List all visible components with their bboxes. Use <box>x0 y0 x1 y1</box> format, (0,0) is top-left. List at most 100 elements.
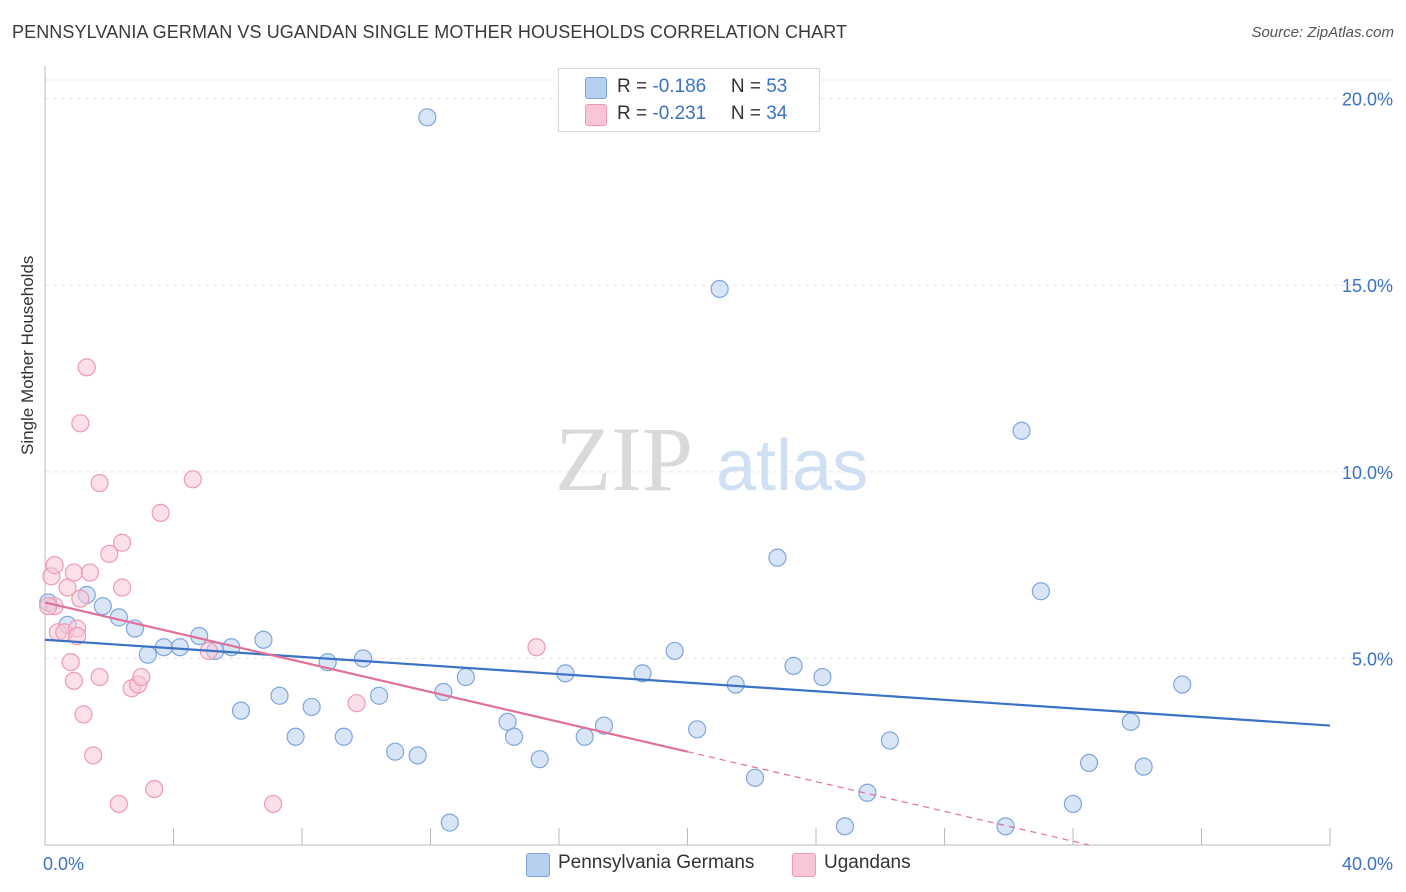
point-pennsylvania-german <box>334 727 353 746</box>
y-tick-label: 5.0% <box>1352 649 1393 669</box>
point-pennsylvania-german <box>1121 712 1140 731</box>
point-ugandan <box>90 473 109 493</box>
legend-n-value: 34 <box>766 103 788 124</box>
point-ugandan <box>84 746 103 765</box>
legend-swatch-blue <box>585 77 607 99</box>
x-tick-label: 40.0% <box>1342 854 1393 874</box>
watermark-zip: ZIP <box>555 408 693 510</box>
point-pennsylvania-german <box>996 817 1015 836</box>
point-pennsylvania-german <box>504 727 524 746</box>
point-ugandan <box>64 671 84 690</box>
point-pennsylvania-german <box>1031 582 1050 601</box>
bottom-legend-pennsylvania-germans: Pennsylvania Germans <box>558 852 755 873</box>
point-ugandan <box>145 779 164 799</box>
point-pennsylvania-german <box>768 548 787 567</box>
point-pennsylvania-german <box>418 108 437 127</box>
point-ugandan <box>112 578 132 597</box>
y-tick-label: 15.0% <box>1342 276 1393 296</box>
point-pennsylvania-german <box>1079 753 1099 773</box>
point-pennsylvania-german <box>270 686 289 705</box>
legend-row-blue: R = -0.186 N = 53 <box>617 76 787 98</box>
point-ugandan <box>39 597 58 616</box>
point-ugandan <box>71 589 90 608</box>
point-ugandan <box>64 563 84 582</box>
point-pennsylvania-german <box>286 727 305 746</box>
point-pennsylvania-german <box>440 813 459 832</box>
point-pennsylvania-german <box>1012 421 1031 440</box>
watermark-atlas: atlas <box>716 426 868 506</box>
legend-row-pink: R = -0.231 N = 34 <box>617 103 787 125</box>
trend-line-ugandans <box>44 601 688 753</box>
data-points <box>39 108 1192 836</box>
point-pennsylvania-german <box>1134 757 1153 776</box>
legend-swatch-pink <box>585 104 607 126</box>
point-pennsylvania-german <box>138 645 157 664</box>
point-pennsylvania-german <box>835 817 855 836</box>
legend-n-label: N = <box>730 76 767 97</box>
axes <box>44 66 1331 846</box>
point-ugandan <box>77 358 96 377</box>
point-pennsylvania-german <box>745 768 765 787</box>
bottom-legend-swatch-blue <box>526 853 550 877</box>
y-tick-label: 10.0% <box>1342 463 1393 483</box>
point-pennsylvania-german <box>594 716 614 735</box>
point-pennsylvania-german <box>784 656 803 675</box>
watermark: ZIP atlas <box>555 408 868 510</box>
bottom-legend-swatch-pink <box>792 853 816 877</box>
point-ugandan <box>151 503 170 522</box>
point-ugandan <box>68 626 87 646</box>
point-ugandan <box>71 414 90 433</box>
x-tick-label: 0.0% <box>43 854 84 874</box>
point-ugandan <box>74 705 93 724</box>
point-pennsylvania-german <box>434 682 453 702</box>
point-pennsylvania-german <box>353 649 373 668</box>
legend-r-value: -0.231 <box>652 103 707 124</box>
point-pennsylvania-german <box>370 686 389 705</box>
tick-labels: 5.0% 10.0% 15.0% 20.0% 0.0% 40.0% <box>43 90 1393 874</box>
legend-n-label: N = <box>730 103 767 124</box>
point-ugandan <box>109 794 128 814</box>
point-pennsylvania-german <box>530 750 549 769</box>
point-ugandan <box>61 653 80 672</box>
point-ugandan <box>100 544 119 564</box>
trend-lines <box>44 601 1331 846</box>
point-ugandan <box>132 667 151 687</box>
bottom-legend-ugandans: Ugandans <box>824 852 911 873</box>
point-pennsylvania-german <box>575 727 594 746</box>
point-pennsylvania-german <box>813 667 832 687</box>
trend-line-pennsylvania-germans <box>44 638 1331 727</box>
point-ugandan <box>347 694 366 713</box>
chart-title: PENNSYLVANIA GERMAN VS UGANDAN SINGLE MO… <box>12 22 848 42</box>
legend-n-value: 53 <box>766 76 788 97</box>
point-pennsylvania-german <box>254 630 273 649</box>
point-pennsylvania-german <box>1063 794 1083 814</box>
point-ugandan <box>80 563 100 582</box>
point-ugandan <box>527 638 546 657</box>
point-pennsylvania-german <box>170 638 190 657</box>
correlation-legend: R = -0.186 N = 53 R = -0.231 N = 34 <box>558 68 820 132</box>
point-pennsylvania-german <box>688 720 707 739</box>
point-pennsylvania-german <box>710 279 729 299</box>
point-ugandan <box>90 667 109 687</box>
point-pennsylvania-german <box>880 731 899 750</box>
legend-r-label: R = <box>617 103 653 124</box>
point-pennsylvania-german <box>1173 675 1192 694</box>
y-tick-label: 20.0% <box>1342 90 1393 110</box>
source-label: Source: ZipAtlas.com <box>1251 24 1394 41</box>
point-pennsylvania-german <box>302 697 321 717</box>
point-pennsylvania-german <box>665 641 684 661</box>
trend-line-ugandans-extension <box>687 751 1090 846</box>
point-pennsylvania-german <box>231 701 251 720</box>
point-pennsylvania-german <box>456 667 475 687</box>
point-pennsylvania-german <box>93 597 112 616</box>
point-pennsylvania-german <box>386 742 405 761</box>
point-ugandan <box>183 470 202 489</box>
legend-r-value: -0.186 <box>652 76 707 97</box>
point-ugandan <box>112 533 132 552</box>
point-pennsylvania-german <box>408 746 427 765</box>
point-pennsylvania-german <box>633 664 652 683</box>
point-ugandan <box>45 556 64 575</box>
point-pennsylvania-german <box>858 783 877 802</box>
legend-r-label: R = <box>617 76 653 97</box>
